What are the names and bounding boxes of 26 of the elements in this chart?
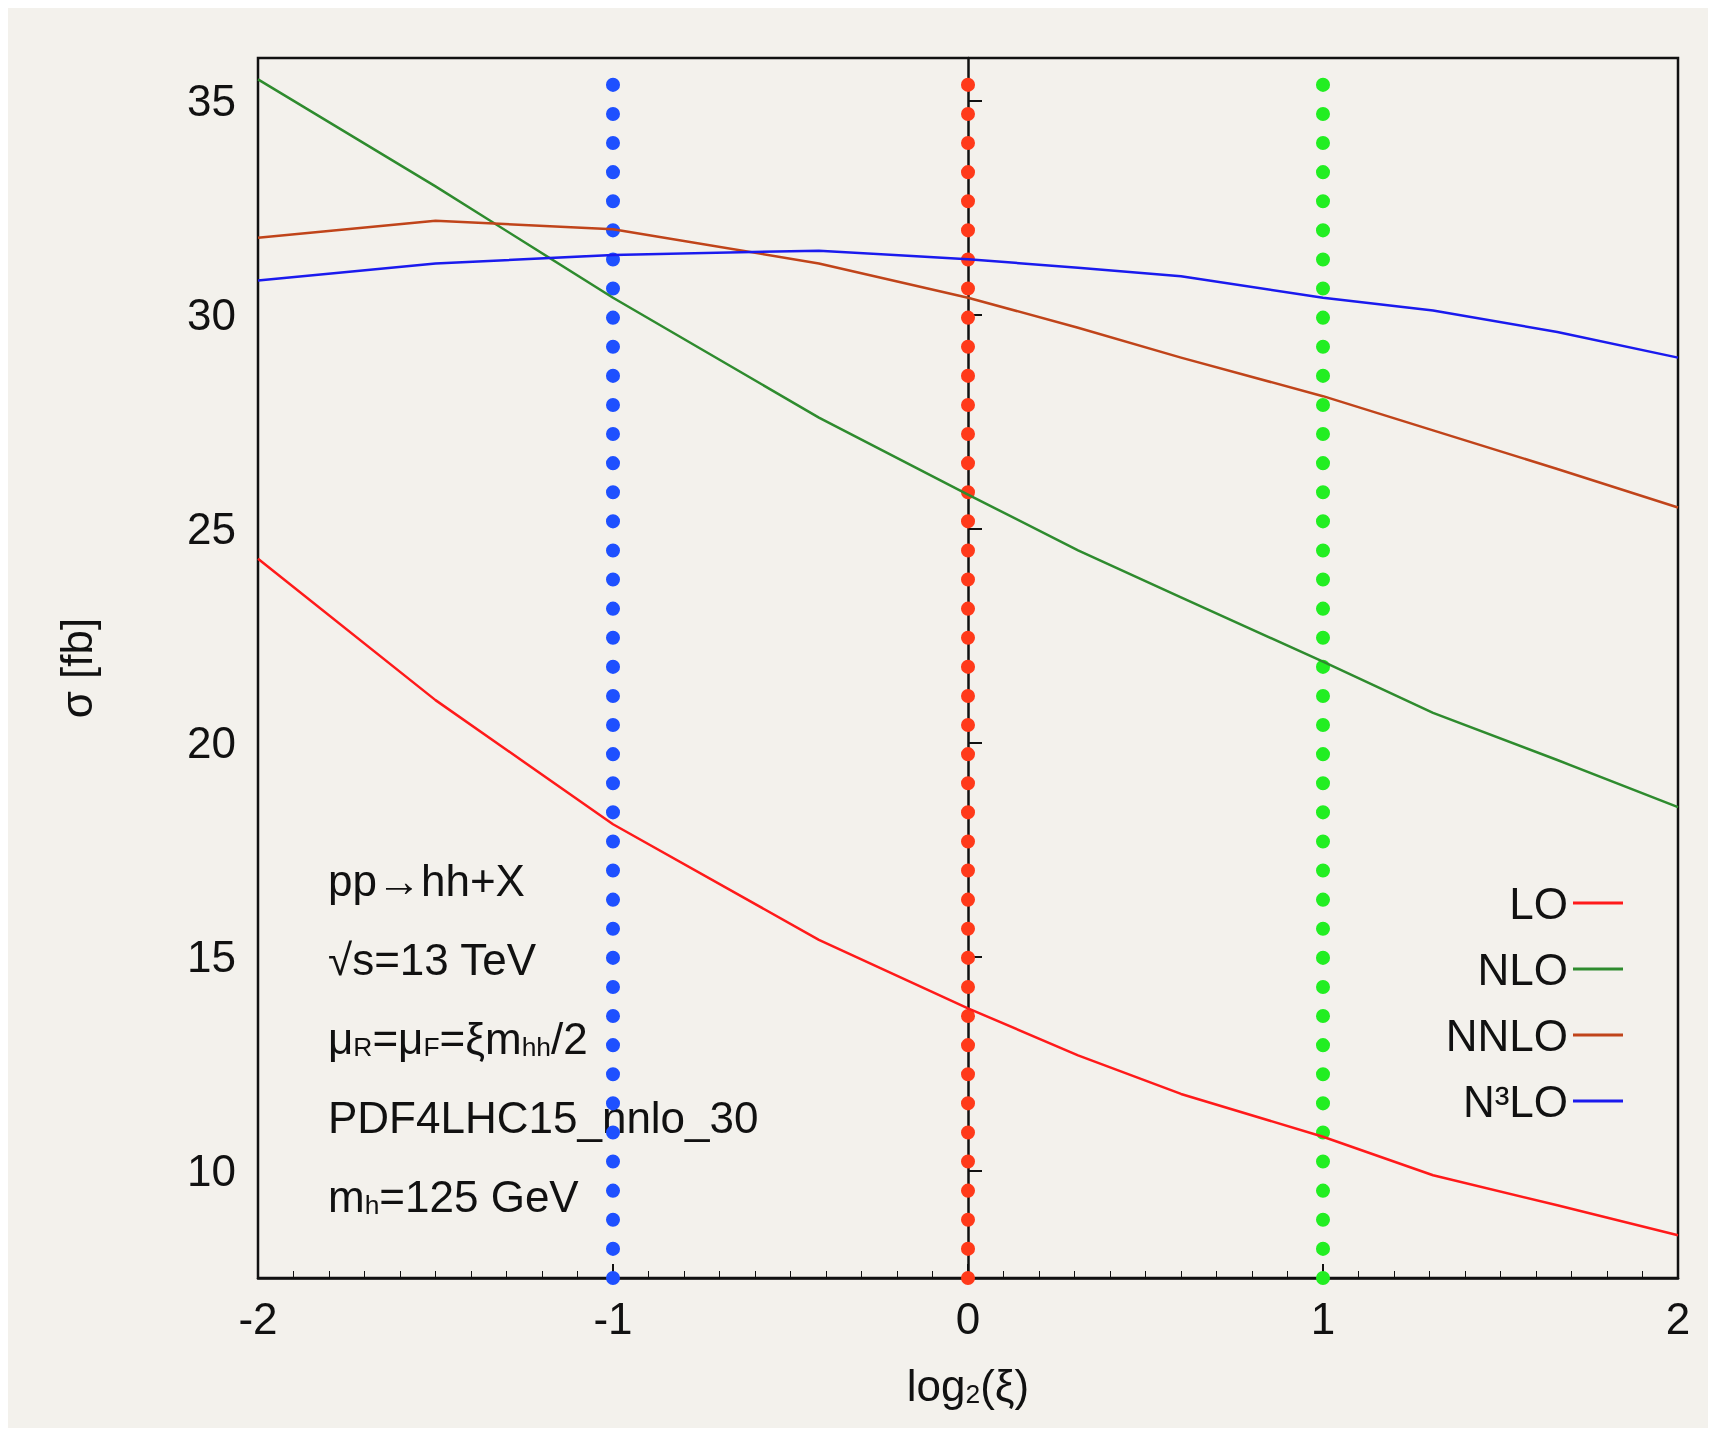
y-tick-label: 25 (187, 504, 236, 554)
annotation: pp→hh+X (328, 855, 525, 905)
line-series (256, 557, 1680, 1237)
y-tick-label: 10 (187, 1146, 236, 1196)
annotation: mh=125 GeV (328, 1171, 580, 1221)
x-tick-label: 2 (1665, 1293, 1691, 1343)
annotation: PDF4LHC15_nnlo_30 (328, 1092, 759, 1142)
y-tick-label: 30 (187, 290, 236, 340)
legend-label: LO (1509, 878, 1568, 928)
y-tick-label: 15 (187, 932, 236, 982)
annotation: √s=13 TeV (328, 934, 537, 984)
y-tick-label: 35 (187, 76, 236, 126)
legend-label: N³LO (1462, 1076, 1568, 1126)
annotation: μR=μF=ξmhh/2 (328, 1013, 588, 1063)
y-axis-title: σ [fb] (51, 617, 101, 719)
x-tick-label: -2 (238, 1293, 278, 1343)
legend-label: NNLO (1445, 1010, 1568, 1060)
y-tick-label: 20 (187, 718, 236, 768)
legend-label: NLO (1477, 944, 1568, 994)
x-tick-label: 0 (955, 1293, 981, 1343)
x-tick-label: 1 (1310, 1293, 1336, 1343)
x-axis-title: log2(ξ) (906, 1360, 1030, 1410)
x-tick-label: -1 (593, 1293, 633, 1343)
line-series (256, 249, 1680, 359)
line-series (256, 78, 1680, 809)
line-series (256, 219, 1680, 509)
